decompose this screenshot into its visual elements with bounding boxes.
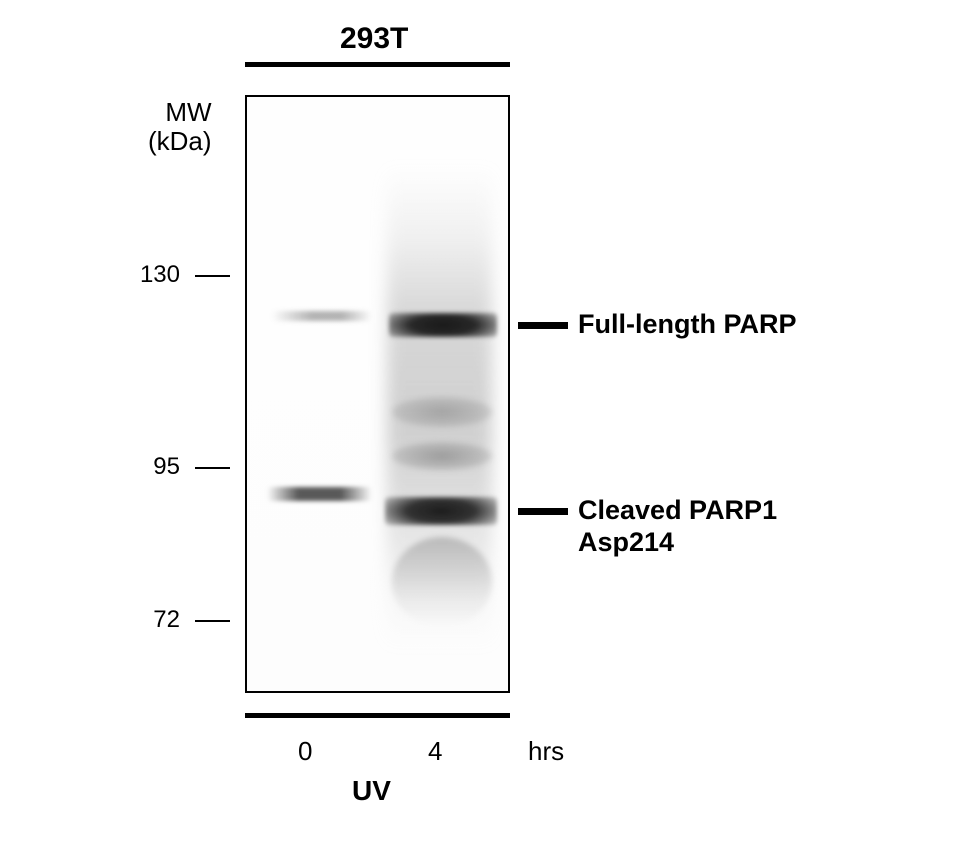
lane1-time: 0 — [298, 736, 312, 767]
kda-text: (kDa) — [148, 126, 212, 156]
figure-container: 293T MW (kDa) 130 95 72 Full-length PARP — [0, 0, 980, 860]
lane2-band-cleaved — [385, 497, 497, 525]
lane2-band-mid2 — [392, 442, 492, 470]
label-full-length: Full-length PARP — [578, 308, 796, 340]
mw-marker-72: 72 — [120, 606, 180, 634]
mw-text: MW — [165, 97, 211, 127]
pointer-full-length — [518, 322, 568, 329]
time-unit: hrs — [528, 736, 564, 767]
mw-header: MW (kDa) — [148, 98, 212, 155]
label-cleaved: Cleaved PARP1 Asp214 — [578, 494, 777, 559]
pointer-cleaved — [518, 508, 568, 515]
lane2-time: 4 — [428, 736, 442, 767]
label-cleaved-line1: Cleaved PARP1 — [578, 495, 777, 525]
top-bar — [245, 62, 510, 67]
lane2-band-mid1 — [392, 397, 492, 427]
cell-line-label: 293T — [340, 22, 408, 56]
treatment-label: UV — [352, 775, 391, 807]
mw-marker-130: 130 — [120, 261, 180, 289]
blot-membrane — [245, 95, 510, 693]
lane2-band-full — [389, 313, 497, 337]
mw-tick-95 — [195, 467, 230, 469]
bottom-bar — [245, 713, 510, 718]
label-cleaved-line2: Asp214 — [578, 527, 674, 557]
mw-tick-130 — [195, 275, 230, 277]
lane1-band-cleaved — [267, 487, 372, 501]
lane1-band-full — [272, 311, 372, 321]
mw-marker-95: 95 — [120, 453, 180, 481]
mw-tick-72 — [195, 620, 230, 622]
lane2-trail — [392, 537, 492, 627]
